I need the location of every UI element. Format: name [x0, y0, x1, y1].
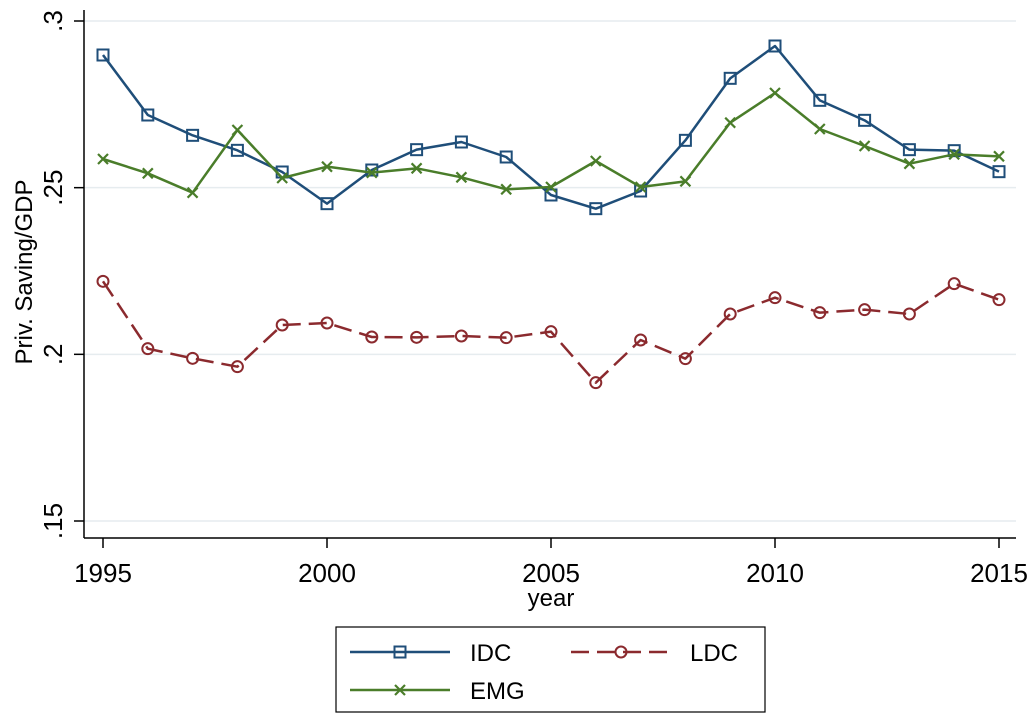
data-point-emg [858, 140, 871, 152]
data-point-idc [186, 128, 200, 142]
data-point-emg [993, 150, 1005, 163]
data-point-emg [948, 148, 960, 161]
legend-marker [394, 684, 406, 696]
data-point-idc [902, 143, 916, 157]
data-point-ldc [768, 291, 782, 305]
data-point-ldc [275, 318, 289, 332]
data-point-ldc [544, 325, 558, 339]
series-line-idc [101, 44, 1000, 210]
data-point-idc [992, 165, 1006, 179]
data-point-ldc [230, 360, 244, 374]
data-point-idc [230, 143, 244, 157]
data-point-emg [142, 167, 154, 180]
data-point-idc [320, 197, 334, 211]
axes: .15 .2 .25 .3 1995 2000 2005 2010 2015 year Priv. … [11, 10, 1028, 612]
data-point-idc [141, 108, 155, 122]
x-tick-label: 2015 [970, 558, 1028, 588]
series-emg [97, 87, 1005, 199]
data-point-idc [499, 150, 513, 164]
data-point-ldc [320, 316, 334, 330]
series-ldc [96, 274, 1006, 390]
data-point-ldc [186, 351, 200, 365]
data-point-idc [678, 133, 692, 147]
data-point-idc [858, 113, 872, 127]
data-point-ldc [902, 307, 916, 321]
legend-label: IDC [470, 640, 511, 667]
data-point-emg [545, 181, 557, 193]
y-tick-label: .25 [38, 170, 68, 206]
data-point-ldc [858, 303, 872, 317]
x-tick-label: 2005 [522, 558, 580, 588]
x-tick-label: 1995 [74, 558, 132, 588]
legend-item-idc: IDC [350, 640, 511, 667]
series-line-emg [102, 91, 1000, 194]
data-point-ldc [141, 342, 155, 356]
data-point-ldc [454, 329, 468, 343]
data-point-emg [903, 157, 916, 170]
data-point-emg [321, 160, 333, 173]
data-point-emg [724, 116, 736, 129]
data-point-idc [454, 135, 468, 149]
legend-marker [614, 645, 628, 659]
legend-item-ldc: LDC [571, 640, 738, 667]
y-axis-title: Priv. Saving/GDP [11, 180, 38, 365]
series-lines [96, 39, 1006, 390]
data-point-ldc [499, 331, 513, 345]
series-line-ldc [101, 280, 1000, 384]
data-point-ldc [678, 352, 692, 366]
data-point-idc [723, 71, 737, 85]
data-point-emg [97, 153, 109, 165]
legend: IDC LDC EMG [335, 626, 766, 713]
y-tick-label: .2 [38, 343, 68, 365]
data-point-emg [231, 124, 244, 136]
data-point-idc [589, 202, 603, 216]
data-point-ldc [947, 277, 961, 291]
data-point-idc [768, 39, 782, 53]
series-idc [96, 39, 1006, 216]
legend-box [335, 626, 766, 713]
data-point-ldc [992, 293, 1006, 307]
data-point-emg [500, 183, 512, 196]
data-point-emg [814, 123, 826, 135]
x-axis-title: year [528, 585, 575, 612]
data-point-ldc [365, 330, 379, 344]
data-point-ldc [634, 333, 648, 347]
data-point-emg [366, 166, 378, 179]
y-tick-label: .3 [38, 10, 68, 32]
data-point-ldc [589, 376, 603, 390]
data-point-ldc [723, 307, 737, 321]
data-point-idc [947, 144, 961, 158]
legend-item-emg: EMG [350, 678, 525, 705]
data-point-idc [544, 188, 558, 202]
legend-marker [393, 645, 407, 659]
data-point-idc [96, 48, 110, 62]
data-point-ldc [96, 274, 110, 288]
gridlines [84, 20, 1016, 522]
data-point-emg [590, 155, 602, 167]
data-point-idc [813, 93, 827, 107]
x-tick-label: 2010 [746, 558, 804, 588]
legend-label: LDC [690, 640, 738, 667]
data-point-emg [186, 186, 199, 199]
data-point-emg [679, 175, 692, 188]
data-point-emg [410, 162, 423, 175]
x-tick-label: 2000 [298, 558, 356, 588]
data-point-emg [634, 181, 647, 193]
data-point-ldc [410, 330, 424, 344]
data-point-emg [455, 171, 468, 184]
data-point-emg [276, 172, 288, 184]
y-tick-label: .15 [38, 503, 68, 539]
data-point-emg [769, 87, 781, 99]
data-point-idc [410, 143, 424, 157]
legend-label: EMG [470, 678, 525, 705]
data-point-idc [365, 163, 379, 177]
data-point-ldc [813, 306, 827, 320]
